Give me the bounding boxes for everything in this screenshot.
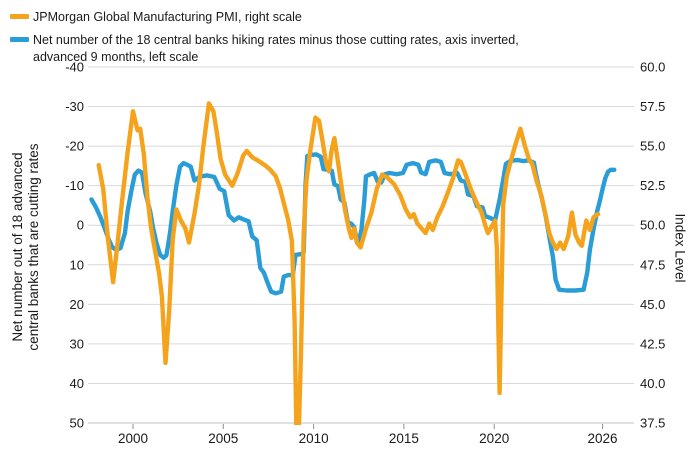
y-right-tick-label: 47.5	[640, 257, 665, 272]
x-tick-label: 2015	[389, 431, 419, 446]
y-left-tick-label: -40	[65, 60, 84, 75]
x-tick-label: 2000	[118, 431, 148, 446]
y-left-tick-label: -30	[65, 99, 84, 114]
left-axis-title-line1: Net number out of 18 advanced	[10, 152, 26, 342]
left-axis-title: Net number out of 18 advanced central ba…	[10, 143, 42, 350]
y-right-tick-label: 60.0	[640, 60, 665, 75]
pmi-line-swatch	[10, 14, 29, 19]
y-right-tick-label: 52.5	[640, 178, 665, 193]
y-left-tick-label: 30	[70, 336, 84, 351]
y-left-tick-label: 50	[70, 416, 84, 431]
y-left-tick-label: 0	[77, 218, 84, 233]
legend-item-pmi: JPMorgan Global Manufacturing PMI, right…	[10, 9, 533, 25]
y-left-tick-label: -20	[65, 139, 84, 154]
y-left-tick-label: -10	[65, 178, 84, 193]
legend-label-central-banks: Net number of the 18 central banks hikin…	[33, 33, 519, 64]
y-right-tick-label: 37.5	[640, 416, 665, 431]
x-tick-label: 2010	[299, 431, 329, 446]
y-left-tick-label: 40	[70, 376, 84, 391]
central-banks-line-swatch	[10, 37, 29, 43]
y-right-tick-label: 45.0	[640, 297, 665, 312]
y-right-tick-label: 42.5	[640, 336, 665, 351]
legend-item-central-banks: Net number of the 18 central banks hikin…	[10, 32, 533, 65]
y-right-tick-label: 57.5	[640, 99, 665, 114]
x-tick-label: 2020	[479, 431, 509, 446]
x-tick-label: 2005	[208, 431, 238, 446]
y-right-tick-label: 50.0	[640, 218, 665, 233]
left-axis-title-line2: central banks that are cutting rates	[26, 143, 41, 351]
y-left-tick-label: 20	[70, 297, 84, 312]
legend: JPMorgan Global Manufacturing PMI, right…	[10, 9, 533, 72]
y-right-tick-label: 55.0	[640, 139, 665, 154]
right-axis-title: Index Level	[672, 213, 688, 283]
y-left-tick-label: 10	[70, 257, 84, 272]
x-tick-label: 2026	[588, 431, 618, 446]
legend-label-pmi: JPMorgan Global Manufacturing PMI, right…	[33, 10, 302, 24]
pmi-line	[96, 101, 601, 425]
y-right-tick-label: 40.0	[640, 376, 665, 391]
